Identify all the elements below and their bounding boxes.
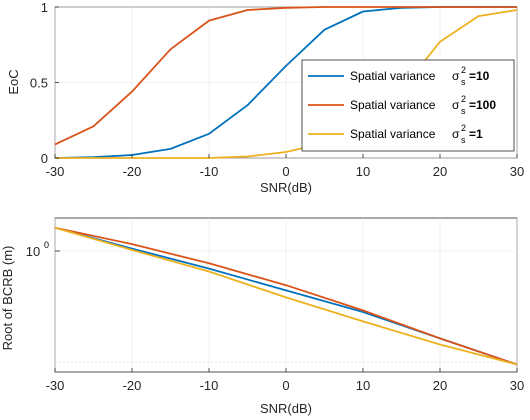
eoc-y-axis-label: EoC (6, 69, 21, 94)
bcrb-x-tick-label: 20 (433, 378, 447, 393)
legend-value-0: =10 (469, 69, 490, 83)
bcrb-series-1-line (54, 226, 518, 366)
bcrb-grid (54, 218, 518, 372)
legend-sup-1: 2 (461, 94, 466, 104)
eoc-chart: -30 -20 -10 0 10 20 30 00.51 SNR(dB) EoC Spati… (6, 0, 524, 195)
legend-label-2: Spatial variance (350, 127, 436, 141)
bcrb-y-axis-label: Root of BCRB (m) (0, 246, 15, 351)
bcrb-x-axis-label: SNR(dB) (260, 401, 312, 416)
bcrb-x-tick-label: -20 (123, 378, 142, 393)
bcrb-x-tick-label: 30 (510, 378, 524, 393)
legend-sigma-2: σ (452, 127, 460, 141)
eoc-x-tick-label: -10 (200, 164, 219, 179)
eoc-x-tick-label: -20 (123, 164, 142, 179)
eoc-x-tick-label: 30 (510, 164, 524, 179)
bcrb-x-ticks: -30 -20 -10 0 10 20 30 (46, 368, 524, 393)
bcrb-y-tick: 10 0 (26, 240, 60, 259)
eoc-x-tick-label: 20 (433, 164, 447, 179)
bcrb-series-group (54, 226, 518, 366)
eoc-x-tick-label: 10 (356, 164, 370, 179)
bcrb-x-tick-label: -10 (200, 378, 219, 393)
legend-sup-0: 2 (461, 65, 466, 75)
bcrb-y-tick-exponent: 0 (44, 240, 49, 250)
legend-value-1: =100 (469, 98, 496, 112)
bcrb-chart: -30 -20 -10 0 10 20 30 10 0 SNR(dB) Root of BC… (0, 217, 524, 416)
bcrb-x-tick-label: 10 (356, 378, 370, 393)
legend-sigma-0: σ (452, 69, 460, 83)
legend-sub-1: s (461, 106, 466, 116)
eoc-x-axis-label: SNR(dB) (260, 180, 312, 195)
legend-label-0: Spatial variance (350, 69, 436, 83)
eoc-x-ticks: -30 -20 -10 0 10 20 30 (46, 154, 524, 179)
eoc-series-1-line (54, 6, 517, 146)
legend-sub-0: s (461, 77, 466, 87)
bcrb-x-tick-label: -30 (46, 378, 65, 393)
legend-label-1: Spatial variance (350, 98, 436, 112)
eoc-y-tick-label: 1 (41, 0, 48, 15)
bcrb-series-2-line (54, 226, 518, 366)
eoc-y-ticks: 00.51 (30, 0, 59, 166)
bcrb-x-tick-label: 0 (282, 378, 289, 393)
legend-value-2: =1 (469, 127, 483, 141)
eoc-y-tick-label: 0 (41, 151, 48, 166)
legend-sub-2: s (461, 135, 466, 145)
legend-sup-2: 2 (461, 123, 466, 133)
bcrb-y-tick-label: 10 (26, 244, 40, 259)
legend-sigma-1: σ (452, 98, 460, 112)
eoc-y-tick-label: 0.5 (30, 76, 48, 91)
eoc-x-tick-label: 0 (282, 164, 289, 179)
eoc-x-tick-label: -30 (46, 164, 65, 179)
